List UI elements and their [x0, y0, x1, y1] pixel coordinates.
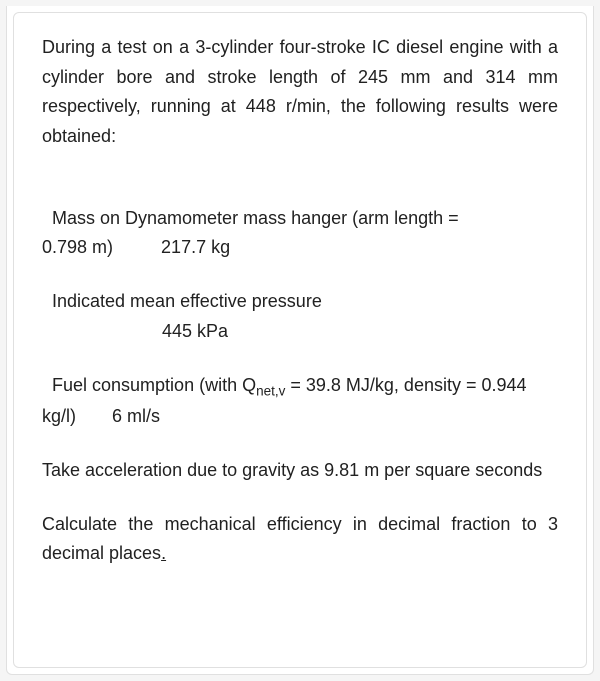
outer-card: During a test on a 3-cylinder four-strok… [6, 6, 594, 675]
imep-label: Indicated mean effective pressure [42, 287, 558, 317]
arm-length: 0.798 m [42, 237, 107, 257]
fuel-block: Fuel consumption (with Qnet,v = 39.8 MJ/… [42, 371, 558, 433]
dynamometer-mass: 217.7 kg [161, 237, 230, 257]
dynamometer-label: Mass on Dynamometer mass hanger (arm len… [52, 208, 459, 228]
dynamometer-block: Mass on Dynamometer mass hanger (arm len… [42, 204, 558, 263]
trailing-dot: . [161, 543, 166, 563]
close-paren: ) [107, 237, 113, 257]
problem-card: During a test on a 3-cylinder four-strok… [13, 12, 587, 668]
fuel-rate: 6 ml/s [112, 406, 160, 426]
question-text: Calculate the mechanical efficiency in d… [42, 510, 558, 569]
question-body: Calculate the mechanical efficiency in d… [42, 514, 558, 564]
imep-block: Indicated mean effective pressure 445 kP… [42, 287, 558, 346]
fuel-label-1: Fuel consumption (with Q [52, 375, 256, 395]
gravity-note: Take acceleration due to gravity as 9.81… [42, 456, 558, 486]
imep-value: 445 kPa [42, 317, 558, 347]
intro-paragraph: During a test on a 3-cylinder four-strok… [42, 33, 558, 152]
fuel-subscript: net,v [256, 383, 285, 398]
